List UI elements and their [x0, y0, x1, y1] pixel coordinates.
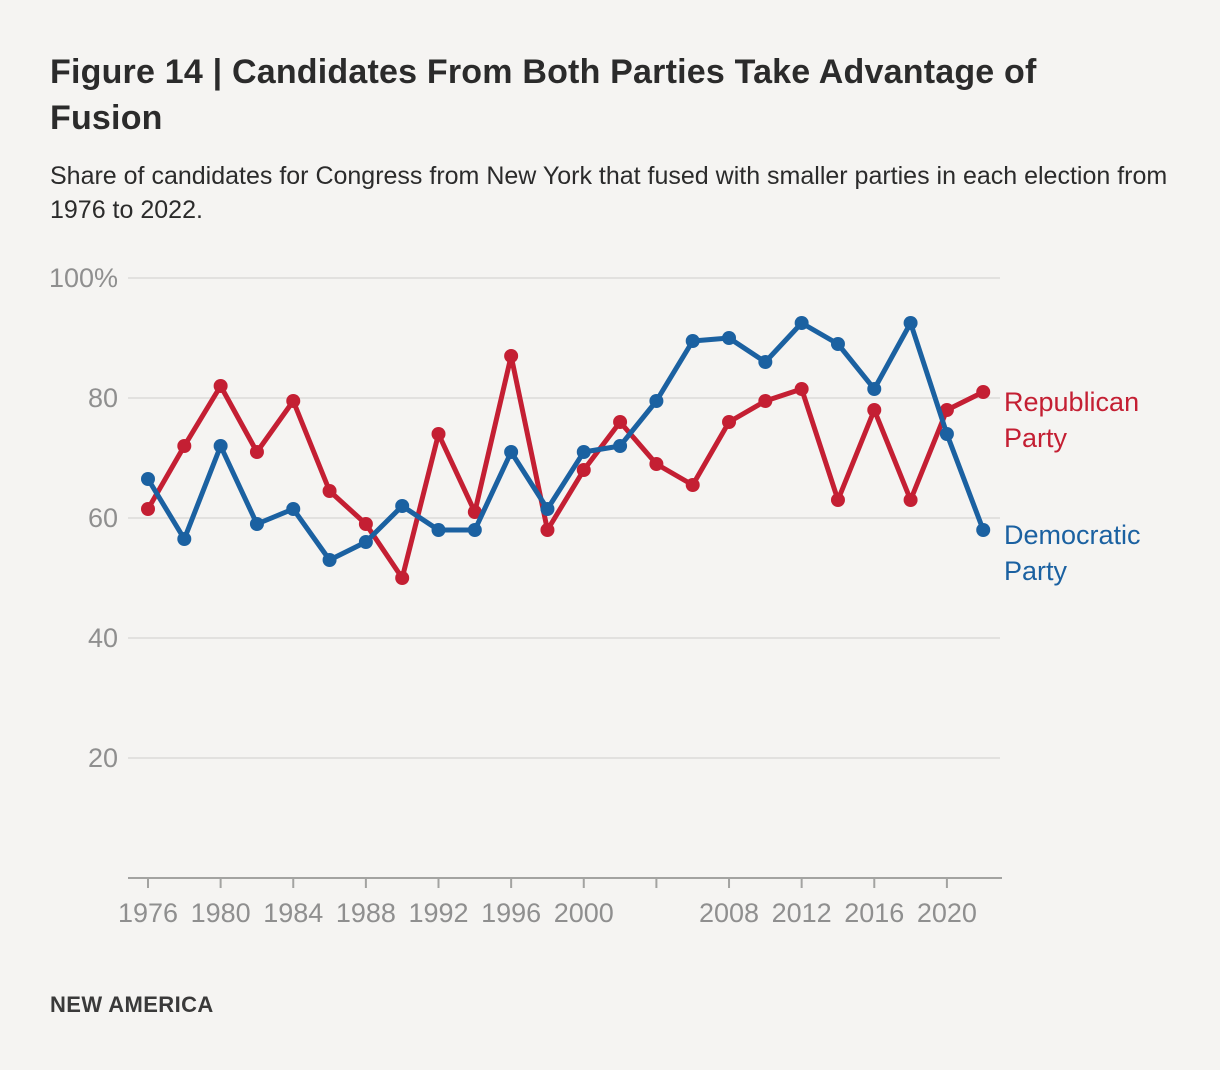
- data-point-republican-party-2020: [939, 403, 954, 417]
- data-point-democratic-party-1998: [540, 502, 555, 516]
- x-axis-label-1992: 1992: [408, 898, 469, 928]
- data-point-republican-party-1988: [358, 517, 373, 531]
- data-point-republican-party-1994: [467, 505, 482, 519]
- data-point-republican-party-2008: [722, 415, 737, 429]
- x-axis-label-1996: 1996: [481, 898, 542, 928]
- x-axis-label-1984: 1984: [263, 898, 324, 928]
- data-point-democratic-party-2008: [722, 331, 737, 345]
- x-axis-label-1976: 1976: [117, 898, 179, 928]
- data-point-republican-party-2016: [867, 403, 882, 417]
- y-axis-label-40: 40: [87, 623, 118, 653]
- y-axis-label-20: 20: [87, 743, 118, 773]
- data-point-democratic-party-1994: [467, 523, 482, 537]
- data-point-republican-party-1992: [431, 427, 446, 441]
- data-point-democratic-party-2022: [976, 523, 991, 537]
- x-axis-label-2012: 2012: [771, 898, 832, 928]
- data-point-democratic-party-2000: [576, 445, 591, 459]
- x-axis-label-1980: 1980: [190, 898, 251, 928]
- data-point-republican-party-2002: [613, 415, 628, 429]
- data-point-democratic-party-1982: [249, 517, 264, 531]
- data-point-republican-party-2006: [685, 478, 700, 492]
- data-point-democratic-party-2020: [939, 427, 954, 441]
- data-point-democratic-party-2018: [903, 316, 918, 330]
- series-line-republican-party: [145, 353, 986, 581]
- x-axis-label-1988: 1988: [335, 898, 396, 928]
- data-point-republican-party-1984: [286, 394, 301, 408]
- data-point-republican-party-1996: [504, 349, 519, 363]
- data-point-republican-party-1986: [322, 484, 337, 498]
- data-point-republican-party-2004: [649, 457, 664, 471]
- data-point-republican-party-2014: [830, 493, 845, 507]
- y-axis-label-60: 60: [87, 503, 118, 533]
- data-point-democratic-party-2014: [830, 337, 845, 351]
- data-point-democratic-party-1988: [358, 535, 373, 549]
- series-line-democratic-party: [145, 320, 986, 563]
- data-point-republican-party-2018: [903, 493, 918, 507]
- x-axis-label-2000: 2000: [553, 898, 614, 928]
- x-axis-label-2020: 2020: [916, 898, 977, 928]
- data-point-democratic-party-1990: [395, 499, 410, 513]
- data-point-democratic-party-1992: [431, 523, 446, 537]
- data-point-republican-party-1998: [540, 523, 555, 537]
- x-axis-label-2008: 2008: [698, 898, 760, 928]
- x-axis-label-2016: 2016: [844, 898, 905, 928]
- data-point-democratic-party-2004: [649, 394, 664, 408]
- data-point-democratic-party-1978: [177, 532, 192, 546]
- data-point-democratic-party-2002: [613, 439, 628, 453]
- data-point-democratic-party-2010: [758, 355, 773, 369]
- data-point-republican-party-1980: [213, 379, 228, 393]
- figure-subtitle: Share of candidates for Congress from Ne…: [50, 162, 1168, 224]
- data-point-republican-party-1982: [249, 445, 264, 459]
- data-point-republican-party-1976: [141, 502, 155, 516]
- data-point-republican-party-1978: [177, 439, 192, 453]
- data-point-republican-party-2012: [794, 382, 809, 396]
- data-point-democratic-party-1984: [286, 502, 301, 516]
- data-point-republican-party-2000: [576, 463, 591, 477]
- y-axis-label-80: 80: [87, 383, 118, 413]
- data-point-republican-party-2010: [758, 394, 773, 408]
- data-point-republican-party-2022: [976, 385, 991, 399]
- data-point-democratic-party-2006: [685, 334, 700, 348]
- data-point-democratic-party-1986: [322, 553, 337, 567]
- data-point-democratic-party-1996: [504, 445, 519, 459]
- legend-label-republican-party: Republican Party: [1004, 387, 1140, 453]
- data-point-democratic-party-2016: [867, 382, 882, 396]
- data-point-democratic-party-1976: [141, 472, 155, 486]
- legend-label-democratic-party: Democratic Party: [1004, 520, 1141, 586]
- source-label: NEW AMERICA: [50, 992, 214, 1017]
- data-point-democratic-party-1980: [213, 439, 228, 453]
- data-point-republican-party-1990: [395, 571, 410, 585]
- figure-title: Figure 14 | Candidates From Both Parties…: [50, 53, 1037, 137]
- data-point-democratic-party-2012: [794, 316, 809, 330]
- y-axis-label-100: 100%: [48, 263, 118, 293]
